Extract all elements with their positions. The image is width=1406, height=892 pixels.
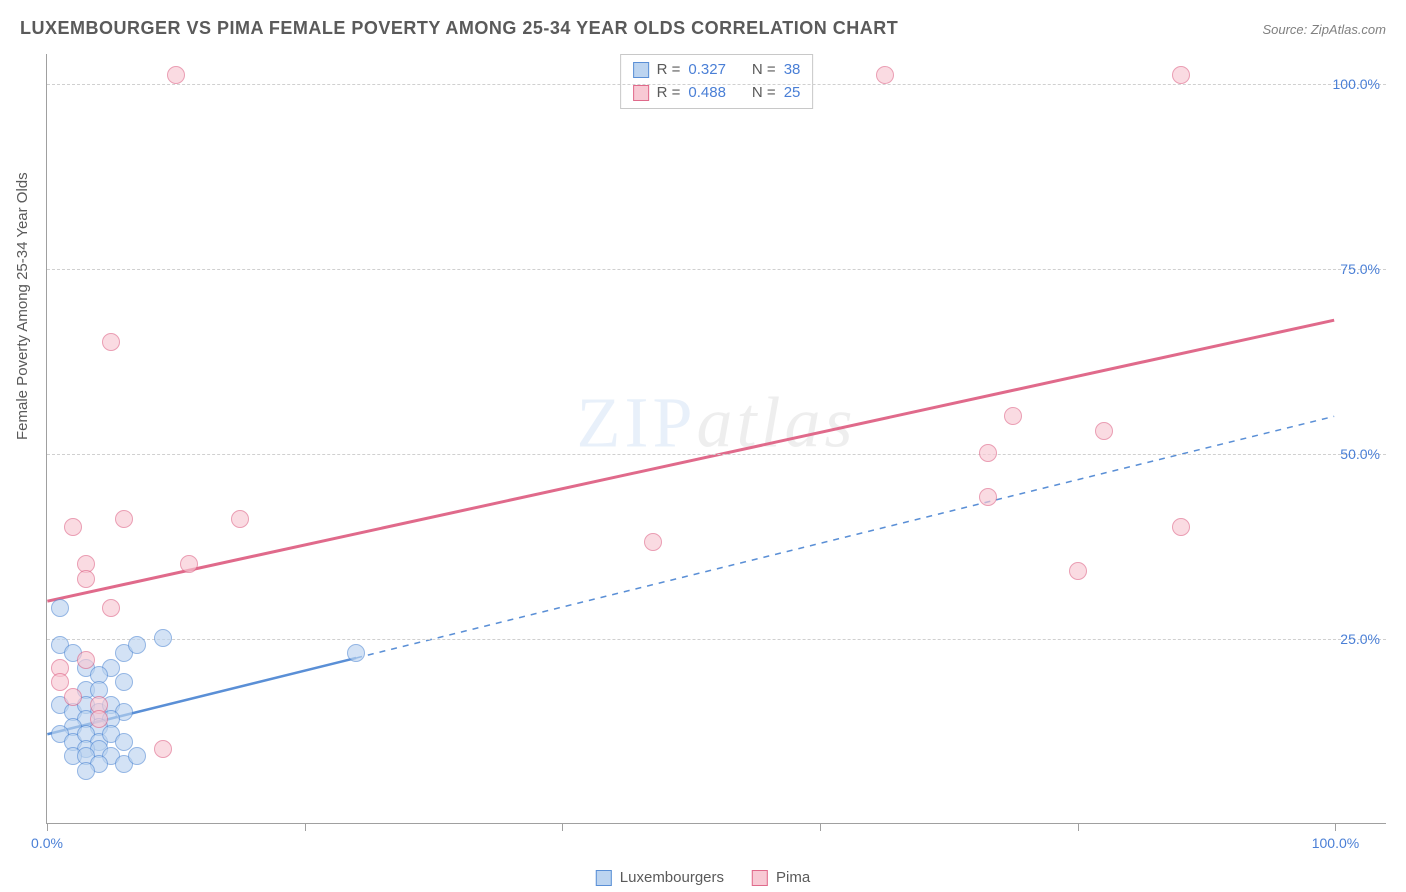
n-value: 38: [784, 59, 801, 82]
data-point: [90, 710, 108, 728]
data-point: [128, 747, 146, 765]
gridline: [47, 269, 1386, 270]
data-point: [167, 66, 185, 84]
stats-row: R = 0.488 N = 25: [633, 82, 801, 105]
data-point: [154, 629, 172, 647]
y-tick-label: 50.0%: [1340, 446, 1380, 462]
x-tick: [1335, 823, 1336, 831]
r-label: R =: [657, 59, 681, 82]
watermark: ZIPatlas: [576, 382, 856, 465]
n-value: 25: [784, 82, 801, 105]
r-value: 0.327: [688, 59, 726, 82]
data-point: [64, 518, 82, 536]
x-tick-label: 100.0%: [1312, 835, 1359, 851]
data-point: [979, 444, 997, 462]
legend-swatch: [633, 85, 649, 101]
trend-line-solid: [47, 320, 1334, 601]
legend-swatch: [752, 870, 768, 886]
trend-lines-layer: [47, 54, 1386, 823]
data-point: [102, 333, 120, 351]
source-prefix: Source:: [1262, 22, 1310, 37]
gridline: [47, 454, 1386, 455]
data-point: [64, 688, 82, 706]
legend-item: Pima: [752, 869, 810, 886]
watermark-zip: ZIP: [576, 383, 696, 463]
data-point: [979, 488, 997, 506]
y-tick-label: 75.0%: [1340, 261, 1380, 277]
data-point: [102, 599, 120, 617]
data-point: [1069, 562, 1087, 580]
source-name: ZipAtlas.com: [1311, 22, 1386, 37]
data-point: [51, 599, 69, 617]
y-tick-label: 25.0%: [1340, 631, 1380, 647]
data-point: [1004, 407, 1022, 425]
data-point: [115, 733, 133, 751]
data-point: [51, 673, 69, 691]
scatter-plot-area: ZIPatlas R = 0.327 N = 38 R = 0.488 N = 25 25.0…: [46, 54, 1386, 824]
data-point: [1095, 422, 1113, 440]
stats-row: R = 0.327 N = 38: [633, 59, 801, 82]
gridline: [47, 639, 1386, 640]
r-value: 0.488: [688, 82, 726, 105]
data-point: [231, 510, 249, 528]
correlation-stats-box: R = 0.327 N = 38 R = 0.488 N = 25: [620, 54, 814, 109]
data-point: [347, 644, 365, 662]
data-point: [1172, 518, 1190, 536]
x-tick: [305, 823, 306, 831]
watermark-atlas: atlas: [696, 383, 856, 463]
legend-label: Luxembourgers: [620, 869, 724, 886]
legend-swatch: [596, 870, 612, 886]
y-tick-label: 100.0%: [1333, 76, 1380, 92]
data-point: [77, 651, 95, 669]
data-point: [1172, 66, 1190, 84]
data-point: [154, 740, 172, 758]
data-point: [115, 673, 133, 691]
series-legend: Luxembourgers Pima: [596, 869, 810, 886]
data-point: [115, 510, 133, 528]
data-point: [644, 533, 662, 551]
n-label: N =: [752, 59, 776, 82]
data-point: [180, 555, 198, 573]
x-tick: [562, 823, 563, 831]
r-label: R =: [657, 82, 681, 105]
data-point: [77, 762, 95, 780]
source-attribution: Source: ZipAtlas.com: [1262, 21, 1386, 39]
data-point: [128, 636, 146, 654]
legend-item: Luxembourgers: [596, 869, 724, 886]
trend-line-dashed: [356, 416, 1334, 658]
legend-label: Pima: [776, 869, 810, 886]
x-tick-label: 0.0%: [31, 835, 63, 851]
gridline: [47, 84, 1386, 85]
x-tick: [47, 823, 48, 831]
data-point: [876, 66, 894, 84]
chart-title: LUXEMBOURGER VS PIMA FEMALE POVERTY AMON…: [20, 18, 898, 39]
legend-swatch: [633, 62, 649, 78]
y-axis-label: Female Poverty Among 25-34 Year Olds: [14, 172, 31, 440]
x-tick: [1078, 823, 1079, 831]
x-tick: [820, 823, 821, 831]
n-label: N =: [752, 82, 776, 105]
data-point: [77, 570, 95, 588]
